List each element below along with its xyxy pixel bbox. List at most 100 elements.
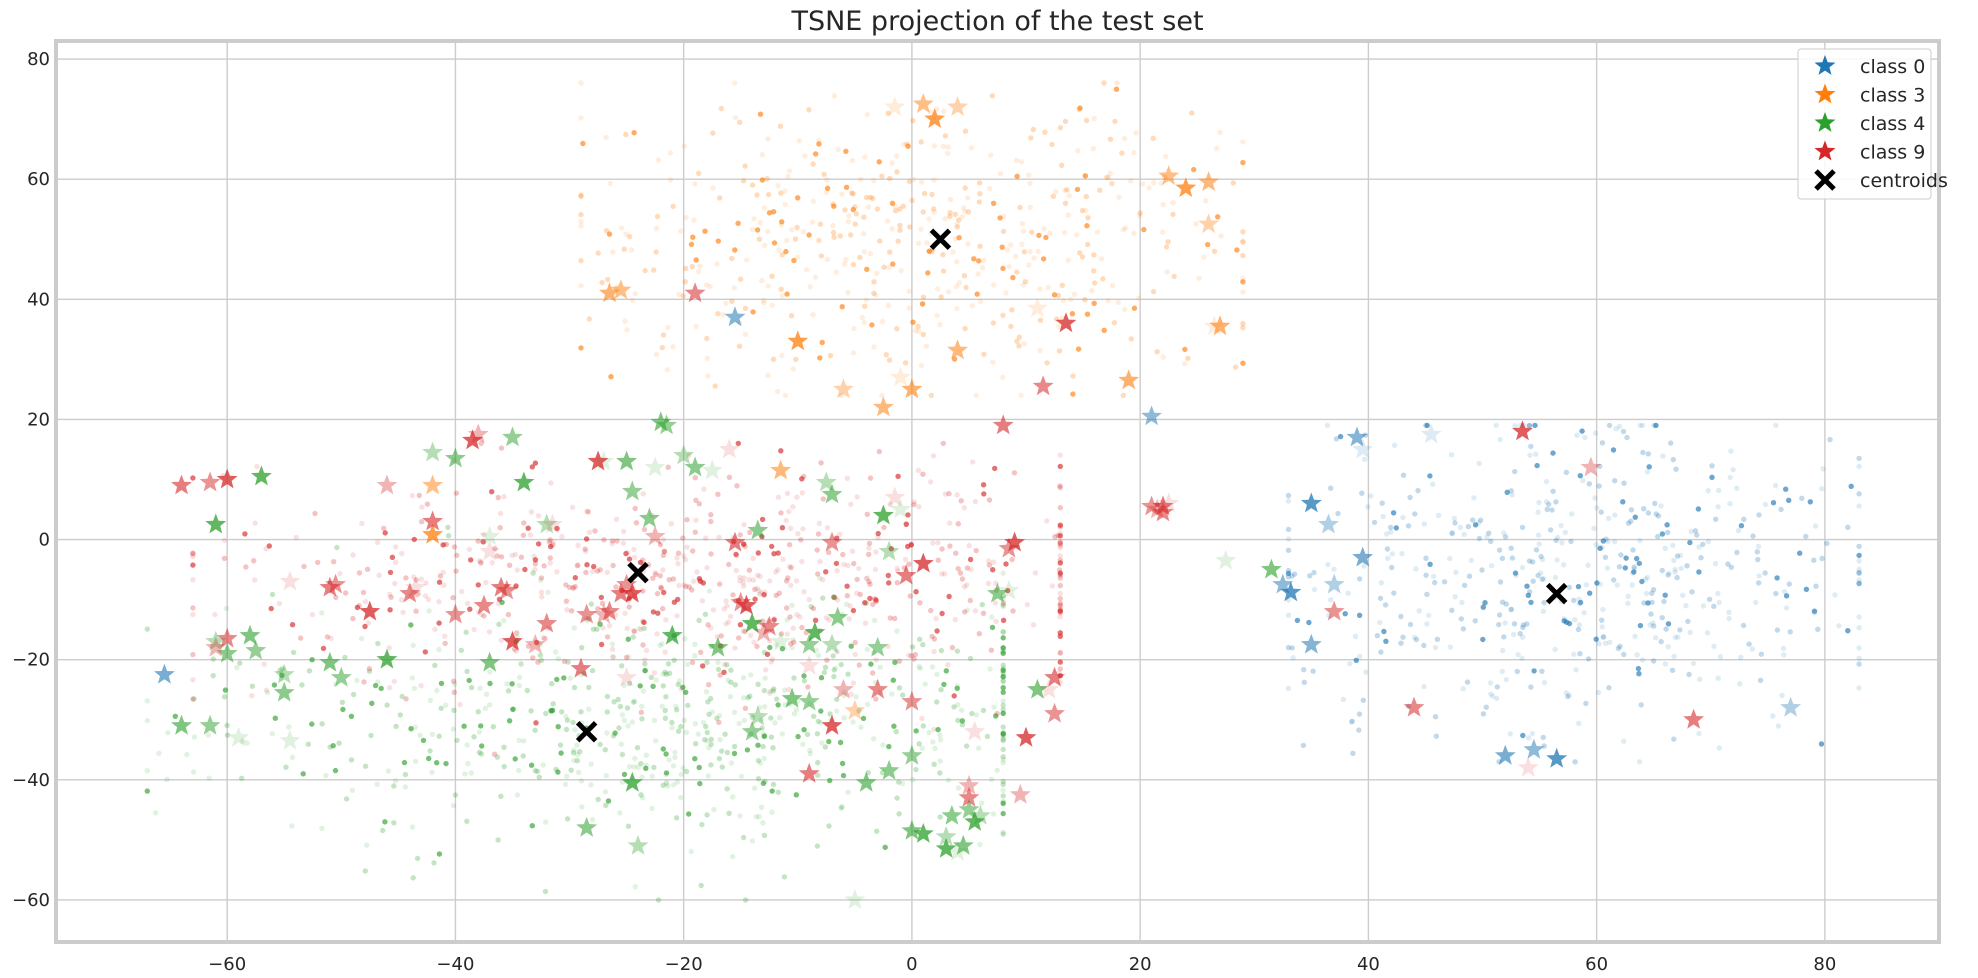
data-point: [354, 604, 361, 611]
data-point: [401, 759, 408, 766]
data-point: [190, 554, 196, 560]
data-point: [1014, 338, 1020, 344]
data-point: [886, 743, 892, 750]
data-point: [1515, 651, 1521, 658]
data-point: [771, 240, 778, 246]
data-point: [643, 765, 649, 771]
data-point: [653, 677, 659, 683]
data-point: [1421, 521, 1428, 527]
data-point: [572, 575, 578, 581]
data-point: [293, 534, 299, 541]
star-marker: [1015, 726, 1037, 747]
data-point: [1000, 679, 1006, 685]
data-point: [1146, 185, 1152, 191]
data-point: [1593, 542, 1599, 548]
star-marker: [952, 834, 974, 855]
data-point: [1057, 483, 1064, 489]
data-point: [709, 709, 716, 715]
data-point: [319, 825, 325, 831]
data-point: [1640, 449, 1646, 456]
data-point: [486, 629, 493, 635]
data-point: [550, 540, 556, 546]
data-point: [277, 667, 283, 674]
data-point: [1599, 544, 1605, 551]
data-point: [1507, 731, 1513, 737]
data-point: [866, 578, 872, 585]
data-point: [1191, 166, 1197, 173]
data-point: [489, 560, 495, 566]
data-point: [724, 749, 731, 756]
data-point: [662, 669, 668, 675]
data-point: [1154, 349, 1160, 355]
data-point: [845, 789, 851, 795]
data-point: [978, 800, 985, 806]
data-point: [717, 737, 723, 743]
data-point: [1310, 668, 1316, 674]
star-marker: [701, 459, 723, 480]
star-marker: [1580, 456, 1602, 477]
data-point: [1677, 552, 1684, 559]
data-point: [1596, 641, 1602, 647]
data-point: [1057, 633, 1064, 639]
data-point: [1610, 447, 1617, 453]
data-point: [761, 832, 768, 839]
data-point: [1600, 538, 1607, 544]
data-point: [856, 565, 862, 572]
star-marker: [1141, 495, 1162, 516]
data-point: [340, 706, 346, 713]
data-point: [1645, 451, 1652, 457]
star-marker: [947, 96, 968, 116]
data-point: [761, 687, 768, 694]
data-point: [1010, 608, 1016, 614]
data-point: [732, 115, 739, 121]
data-point: [588, 601, 594, 607]
data-point: [1754, 549, 1761, 555]
data-point: [1726, 615, 1732, 622]
data-point: [1092, 280, 1098, 286]
star-marker: [758, 615, 780, 636]
data-point: [723, 300, 729, 307]
star-marker: [330, 666, 352, 687]
x-tick-label: −20: [665, 954, 703, 975]
data-point: [920, 723, 926, 729]
data-point: [611, 699, 617, 705]
data-point: [897, 227, 903, 233]
data-point: [1524, 583, 1530, 589]
data-point: [852, 651, 858, 658]
data-point: [660, 782, 666, 788]
data-point: [831, 673, 837, 680]
data-point: [535, 541, 542, 547]
star-marker: [1141, 405, 1162, 426]
data-point: [1680, 592, 1686, 599]
data-point: [764, 176, 770, 182]
data-point: [1285, 498, 1292, 504]
data-point: [342, 654, 348, 661]
data-point: [1512, 423, 1518, 429]
data-point: [840, 551, 846, 558]
data-point: [718, 105, 724, 112]
data-point: [426, 608, 432, 614]
star-marker: [1198, 213, 1220, 234]
data-point: [454, 552, 460, 558]
star-marker: [1009, 783, 1031, 804]
data-point: [1427, 473, 1433, 479]
data-point: [251, 558, 257, 564]
data-point: [1113, 86, 1120, 92]
data-point: [1449, 607, 1455, 613]
data-point: [896, 811, 902, 817]
data-point: [1665, 572, 1671, 578]
data-point: [741, 541, 747, 547]
data-point: [1635, 665, 1642, 672]
data-point: [586, 684, 592, 691]
data-point: [516, 737, 522, 744]
data-point: [451, 544, 458, 550]
data-point: [543, 710, 549, 717]
data-point: [710, 607, 717, 613]
star-marker: [319, 576, 341, 597]
data-point: [1026, 262, 1032, 268]
data-point: [871, 279, 877, 285]
data-point: [252, 577, 258, 583]
data-point: [1807, 499, 1814, 505]
data-point: [896, 685, 903, 691]
